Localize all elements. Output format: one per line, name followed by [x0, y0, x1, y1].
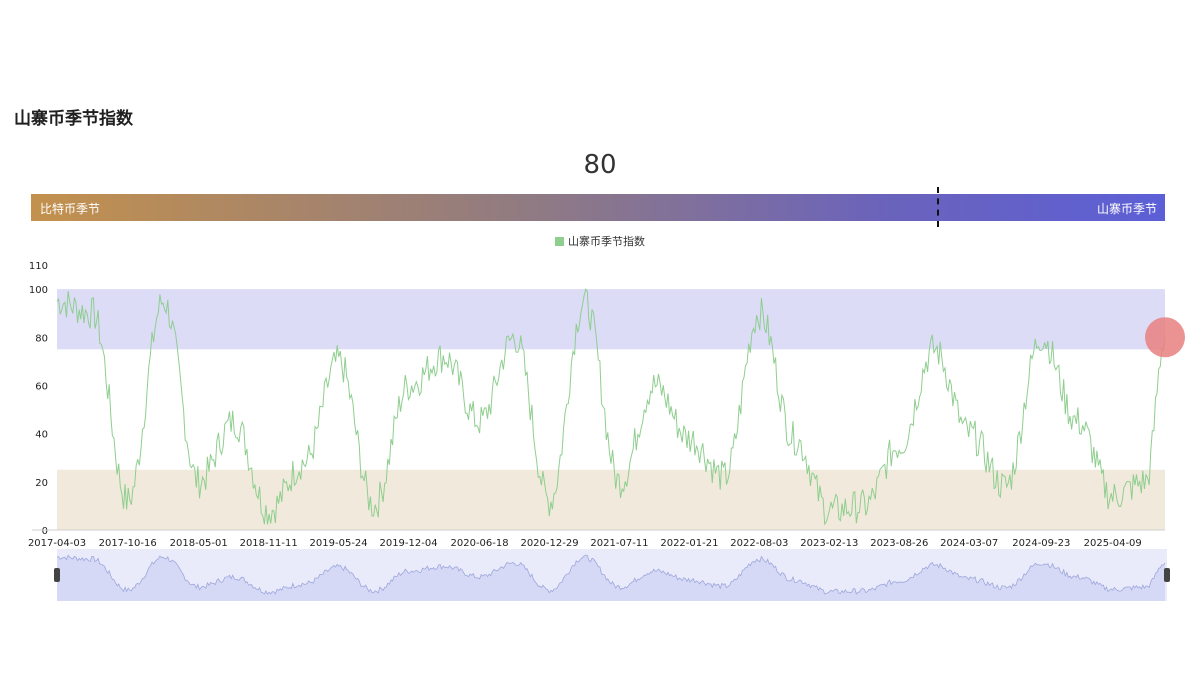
current-index-value: 80: [583, 150, 617, 180]
season-gauge-bar: 比特币季节 山寨币季节: [31, 187, 1165, 227]
page-title: 山寨币季节指数: [14, 109, 133, 129]
y-tick-label: 20: [35, 478, 48, 489]
x-tick-label: 2022-01-21: [660, 538, 718, 549]
zoom-slider-area: [57, 555, 1165, 601]
x-tick-label: 2018-05-01: [170, 538, 228, 549]
y-tick-label: 0: [42, 526, 48, 537]
x-tick-label: 2020-12-29: [520, 538, 578, 549]
x-tick-label: 2018-11-11: [240, 538, 298, 549]
latest-value-marker: [1145, 317, 1185, 358]
chart-legend[interactable]: 山寨币季节指数: [0, 233, 1200, 249]
x-tick-label: 2019-12-04: [379, 538, 437, 549]
x-tick-label: 2024-03-07: [940, 538, 998, 549]
x-tick-label: 2025-04-09: [1084, 538, 1142, 549]
x-tick-label: 2019-05-24: [310, 538, 368, 549]
bitcoin-season-band: [57, 469, 1165, 530]
altcoin-season-band: [57, 289, 1165, 350]
series-line: [56, 287, 1166, 526]
gauge-marker: [937, 187, 940, 227]
zoom-slider-line: [56, 554, 1166, 595]
y-tick-label: 40: [35, 430, 48, 441]
x-tick-label: 2017-04-03: [28, 538, 86, 549]
x-tick-label: 2021-07-11: [590, 538, 648, 549]
x-tick-label: 2023-08-26: [870, 538, 928, 549]
zoom-handle-right[interactable]: [1164, 568, 1170, 582]
legend-label: 山寨币季节指数: [568, 235, 645, 248]
x-tick-label: 2024-09-23: [1012, 538, 1070, 549]
x-tick-label: 2020-06-18: [451, 538, 509, 549]
y-tick-label: 110: [29, 261, 48, 272]
y-tick-label: 100: [29, 285, 48, 296]
x-tick-label: 2023-02-13: [800, 538, 858, 549]
legend-swatch: [555, 237, 564, 246]
gauge-left-label: 比特币季节: [40, 202, 101, 216]
y-tick-label: 60: [35, 381, 48, 392]
x-tick-label: 2017-10-16: [99, 538, 157, 549]
zoom-handle-left[interactable]: [54, 568, 60, 582]
y-tick-label: 80: [35, 333, 48, 344]
x-tick-label: 2022-08-03: [730, 538, 788, 549]
gauge-right-label: 山寨币季节: [1096, 202, 1157, 216]
